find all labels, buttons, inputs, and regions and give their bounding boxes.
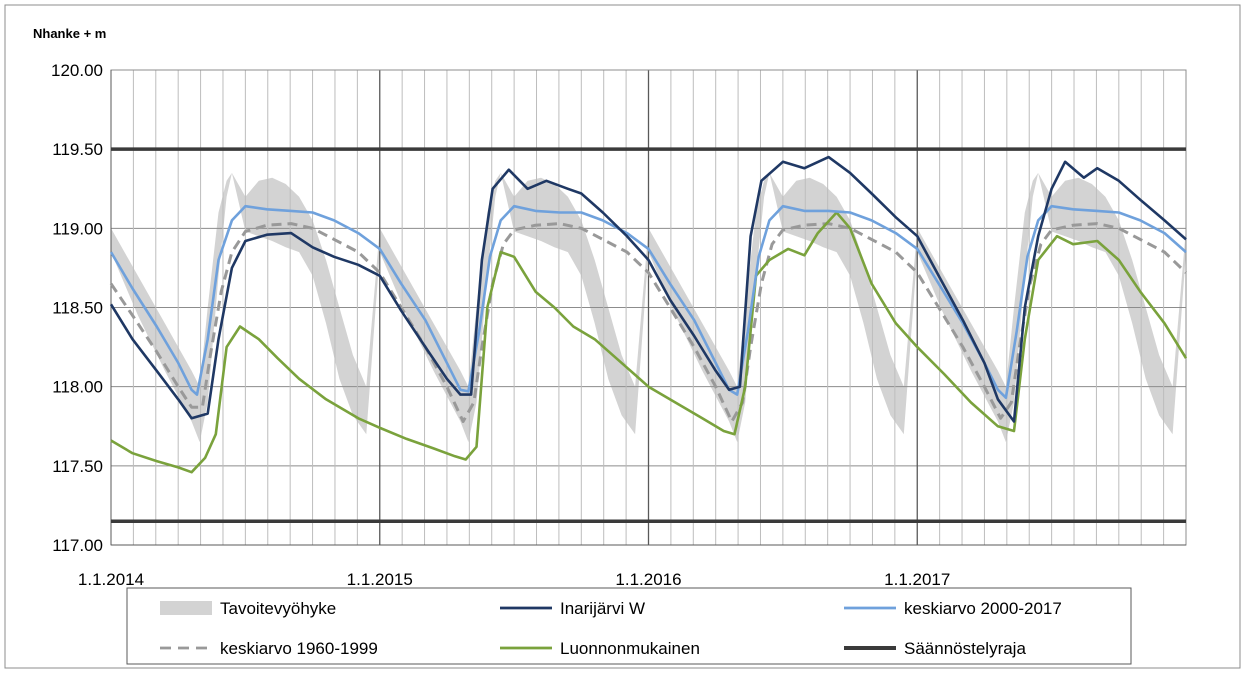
legend-label: Säännöstelyraja (904, 639, 1026, 658)
chart-frame (4, 4, 1241, 669)
legend: Tavoitevyöhyke Inarijärvi W keskiarvo 2000… (126, 587, 1132, 665)
legend-label: Tavoitevyöhyke (220, 599, 336, 618)
legend-label: Inarijärvi W (560, 599, 645, 618)
series-line-luonnonmukainen (110, 211, 1188, 474)
y-tick-label: 118.00 (52, 378, 103, 397)
x-tick-label: 1.1.2015 (347, 570, 413, 589)
y-tick-label: 120.00 (51, 61, 103, 80)
series-line-keskiarvo-1960-1999 (109, 222, 1188, 423)
legend-swatch-band (160, 601, 212, 615)
x-tick-label: 1.1.2017 (884, 570, 950, 589)
y-tick-label: 117.00 (52, 536, 103, 555)
x-tick-label: 1.1.2014 (78, 570, 144, 589)
y-tick-label: 118.50 (52, 299, 103, 318)
legend-label: keskiarvo 1960-1999 (220, 639, 378, 658)
legend-box (126, 587, 1132, 665)
y-tick-label: 117.50 (52, 457, 103, 476)
legend-label: Luonnonmukainen (560, 639, 700, 658)
x-tick-label: 1.1.2016 (615, 570, 681, 589)
y-axis-label: Nhanke + m (33, 26, 106, 41)
legend-label: keskiarvo 2000-2017 (904, 599, 1062, 618)
series-line-inarij-rvi-w (109, 155, 1187, 423)
series-line-keskiarvo-2000-2017 (109, 204, 1187, 400)
y-tick-label: 119.50 (52, 140, 103, 159)
y-tick-label: 119.00 (52, 219, 103, 238)
plot-area: 117.00 117.50 118.00 118.50 119.00 119.50 120.… (51, 61, 1188, 589)
